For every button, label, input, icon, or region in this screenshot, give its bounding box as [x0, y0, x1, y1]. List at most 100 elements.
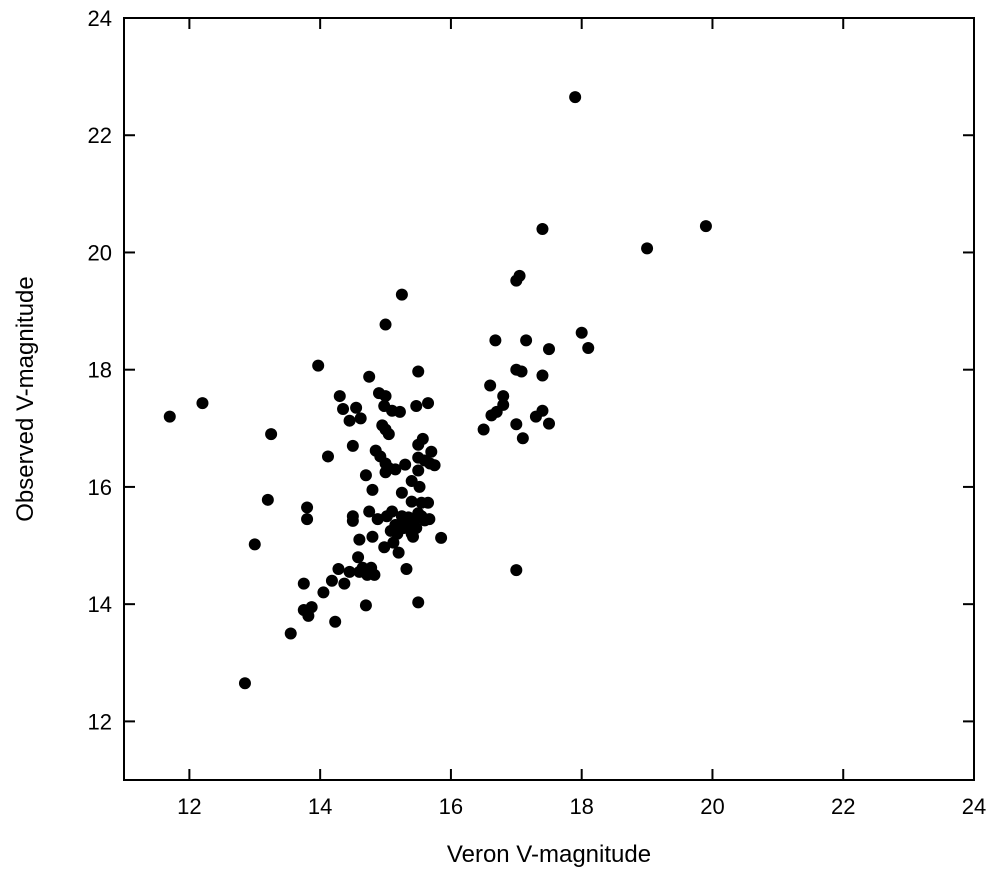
x-tick-label: 14 [308, 794, 332, 819]
data-point [297, 577, 310, 590]
data-point [366, 483, 379, 496]
data-point [346, 439, 359, 452]
data-point [325, 574, 338, 587]
data-point [477, 423, 490, 436]
data-point [363, 505, 376, 518]
data-point [393, 405, 406, 418]
data-point [196, 397, 209, 410]
data-point [329, 615, 342, 628]
data-point [413, 480, 426, 493]
data-point [641, 242, 654, 255]
y-tick-label: 18 [88, 358, 112, 383]
data-point [536, 369, 549, 382]
data-point [497, 390, 510, 403]
data-point [412, 596, 425, 609]
data-point [363, 370, 376, 383]
data-point [301, 513, 314, 526]
data-point [392, 546, 405, 559]
data-point [379, 318, 392, 331]
data-point [536, 223, 549, 236]
y-tick-label: 16 [88, 475, 112, 500]
data-point [368, 568, 381, 581]
x-tick-label: 16 [439, 794, 463, 819]
data-point [422, 397, 435, 410]
data-points [163, 91, 712, 690]
x-tick-label: 24 [962, 794, 986, 819]
axis-ticks [124, 17, 975, 780]
data-point [261, 493, 274, 506]
data-point [412, 365, 425, 378]
x-tick-label: 22 [831, 794, 855, 819]
data-point [425, 445, 438, 458]
data-point [163, 410, 176, 423]
data-point [352, 551, 365, 564]
data-point [423, 513, 436, 526]
data-point [332, 562, 345, 575]
data-point [582, 342, 595, 355]
data-point [513, 269, 526, 282]
data-point [343, 414, 356, 427]
x-tick-label: 18 [569, 794, 593, 819]
x-tick-label: 12 [177, 794, 201, 819]
data-point [410, 521, 423, 534]
data-point [353, 533, 366, 546]
data-point [305, 601, 318, 614]
data-point [322, 450, 334, 463]
data-point [412, 464, 425, 477]
data-point [510, 418, 523, 431]
data-point [359, 599, 372, 612]
y-tick-label: 24 [88, 6, 112, 31]
data-point [516, 432, 529, 445]
data-point [410, 400, 423, 413]
data-point [354, 412, 367, 425]
data-point [337, 402, 350, 415]
data-point [389, 463, 402, 476]
data-point [350, 401, 363, 414]
data-point [265, 428, 278, 441]
data-point [543, 343, 555, 356]
data-point [575, 326, 588, 339]
data-point [536, 404, 549, 417]
x-axis-label: Veron V-magnitude [447, 841, 651, 868]
data-point [317, 586, 330, 599]
data-point [489, 334, 502, 347]
data-point [395, 486, 408, 499]
data-point [484, 379, 497, 392]
data-point [359, 469, 372, 482]
y-tick-label: 20 [88, 240, 112, 265]
data-point [520, 334, 533, 347]
axis-tick-labels: 12 14 16 18 20 22 24 12 14 16 18 20 22 24 [88, 6, 987, 819]
data-point [400, 562, 413, 575]
data-point [422, 496, 435, 509]
data-point [399, 458, 412, 471]
data-point [338, 577, 351, 590]
y-tick-label: 14 [88, 592, 112, 617]
data-point [312, 359, 325, 372]
data-point [378, 541, 391, 554]
plot-frame [123, 17, 975, 781]
data-point [435, 531, 448, 544]
data-point [510, 564, 523, 577]
data-point [515, 365, 528, 378]
y-axis-label: Observed V-magnitude [12, 276, 39, 521]
data-point [395, 288, 408, 301]
data-point [416, 432, 429, 445]
data-point [405, 495, 418, 508]
data-point [248, 538, 261, 551]
data-point [333, 390, 346, 403]
data-point [497, 398, 510, 411]
data-point [346, 514, 359, 527]
data-point [379, 390, 392, 403]
data-point [284, 627, 297, 640]
data-point [386, 505, 399, 518]
data-point [238, 677, 251, 690]
data-point [366, 530, 379, 543]
x-tick-label: 20 [700, 794, 724, 819]
data-point [569, 91, 582, 104]
data-point [543, 417, 555, 430]
data-point [301, 501, 314, 514]
data-point [382, 428, 395, 441]
data-point [699, 220, 712, 233]
data-point [371, 513, 384, 526]
